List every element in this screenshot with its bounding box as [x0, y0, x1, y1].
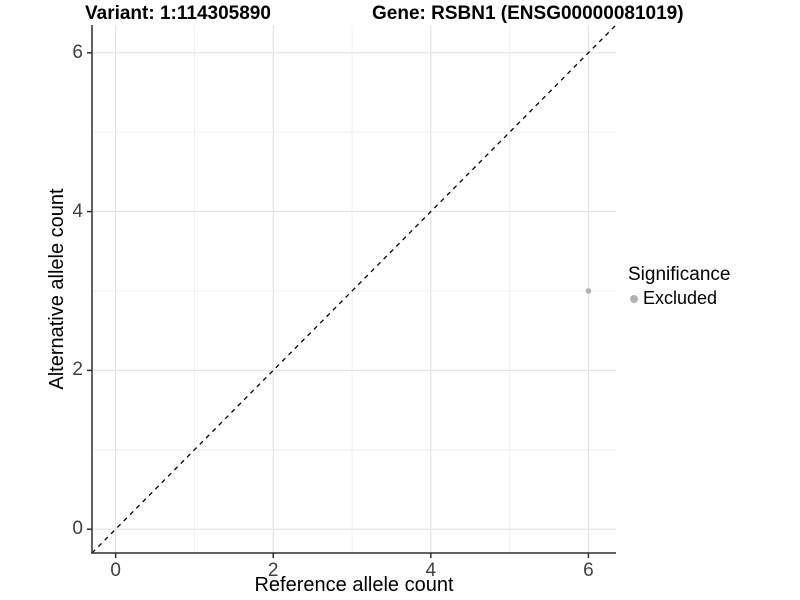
legend-title: Significance: [628, 264, 731, 285]
plot-title-gene: Gene: RSBN1 (ENSG00000081019): [372, 3, 684, 24]
y-tick-label: 0: [72, 518, 83, 540]
plot-title-variant: Variant: 1:114305890: [85, 3, 271, 24]
x-tick-label: 2: [267, 560, 279, 581]
legend-item-excluded: Excluded: [628, 288, 730, 309]
y-tick-label: 4: [72, 200, 83, 222]
x-tick-label: 0: [110, 560, 121, 581]
x-axis-title: Reference allele count: [254, 574, 454, 596]
y-tick-label: 2: [72, 359, 83, 381]
y-axis-title: Alternative allele count: [46, 188, 68, 390]
x-tick-label: 4: [425, 560, 437, 581]
y-tick-label: 6: [72, 41, 83, 63]
data-point: [585, 288, 592, 294]
legend-item-label: Excluded: [643, 288, 718, 308]
x-tick-label: 6: [583, 560, 594, 581]
excluded-point-icon: [630, 294, 638, 303]
identity-line: [91, 24, 617, 554]
legend: Significance Excluded: [628, 264, 730, 309]
